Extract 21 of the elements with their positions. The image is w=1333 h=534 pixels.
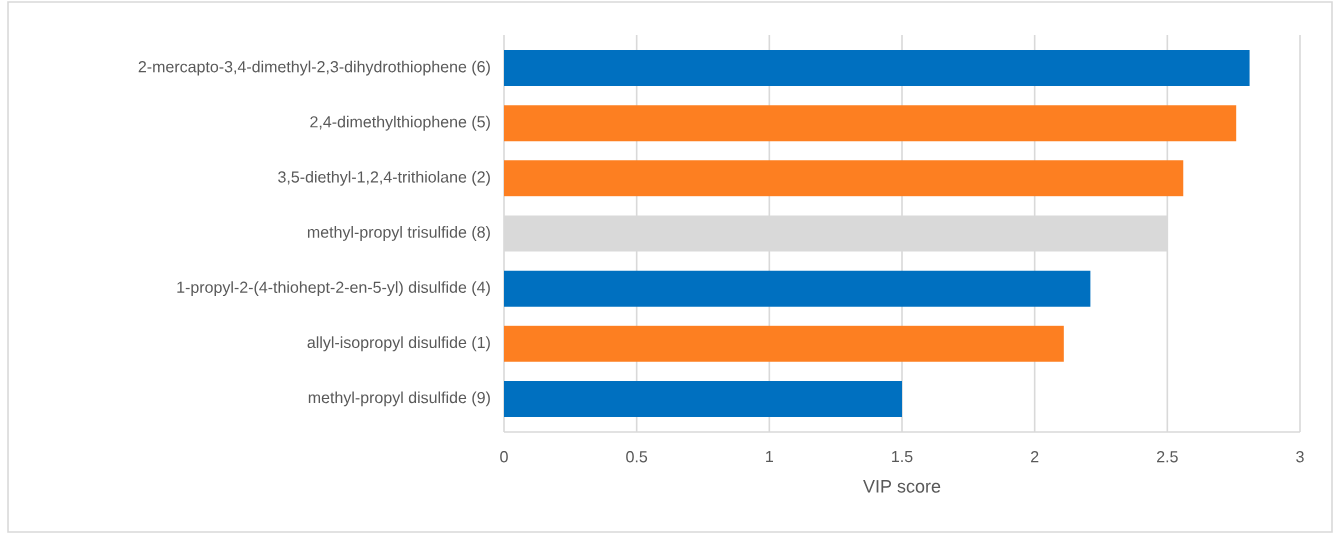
x-tick-label: 1.5 xyxy=(892,451,913,463)
bar xyxy=(504,105,1237,142)
y-tick-label: methyl-propyl trisulfide (8) xyxy=(307,226,490,241)
y-tick-label: 1-propyl-2-(4-thiohept-2-en-5-yl) disulfide (4) xyxy=(177,281,490,297)
x-tick-label: 0.5 xyxy=(626,451,648,463)
bar xyxy=(504,50,1250,87)
y-tick-label: methyl-propyl disulfide (9) xyxy=(308,391,490,407)
x-tick-label: 2 xyxy=(1031,451,1039,463)
x-tick-label: 0 xyxy=(500,451,508,463)
bar xyxy=(504,160,1184,197)
y-tick-label: 2,4-dimethylthiophene (5) xyxy=(310,115,490,131)
x-tick-label: 2.5 xyxy=(1157,451,1178,463)
y-tick-label: 2-mercapto-3,4-dimethyl-2,3-dihydrothiophene (6) xyxy=(138,60,490,76)
bar xyxy=(504,270,1091,307)
y-tick-label: 3,5-diethyl-1,2,4-trithiolane (2) xyxy=(278,170,490,186)
bar xyxy=(504,380,902,417)
bar xyxy=(504,325,1064,362)
x-tick-label: 3 xyxy=(1296,451,1304,463)
x-axis-title: VIP score xyxy=(863,480,941,493)
y-tick-label: allyl-isopropyl disulfide (1) xyxy=(307,336,490,352)
x-tick-label: 1 xyxy=(766,451,774,463)
